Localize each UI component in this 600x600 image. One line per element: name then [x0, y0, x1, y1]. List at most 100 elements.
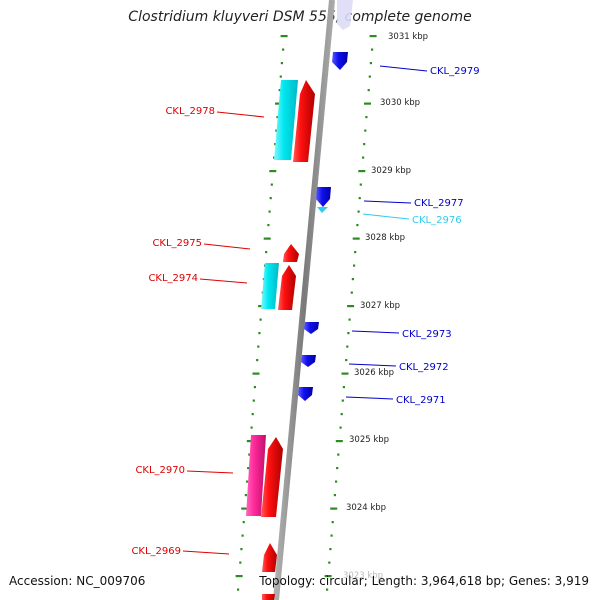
length-value: 3,964,618 bp — [420, 574, 501, 588]
cds-arrow-ckl-2978[interactable] — [293, 80, 315, 162]
cds-arrow-ckl-2971[interactable] — [298, 387, 313, 401]
gene-label-ckl-2977[interactable]: CKL_2977 — [414, 198, 464, 209]
track-dot — [326, 588, 329, 591]
track-dot — [356, 224, 359, 227]
genome-backbone — [273, 0, 335, 600]
track-dot — [348, 318, 351, 321]
track-dot — [358, 197, 361, 200]
track-dot — [331, 521, 334, 524]
track-dot — [335, 480, 338, 483]
track-dot — [330, 534, 333, 537]
label-leaders — [182, 65, 428, 555]
track-dot — [242, 521, 245, 524]
gene-label-ckl-2972[interactable]: CKL_2972 — [399, 362, 449, 373]
track-dot — [347, 332, 350, 335]
cds-arrow-ckl-2979[interactable] — [332, 52, 348, 70]
track-dot — [358, 170, 366, 173]
cds-arrow-ckl-2973[interactable] — [304, 322, 319, 334]
track-dot — [251, 413, 254, 416]
tick-label: 3027 kbp — [360, 301, 400, 311]
track-dot — [345, 359, 348, 362]
track-dot — [257, 345, 260, 348]
track-dot — [274, 143, 277, 146]
cds-arrow-ckl-2978-cyan[interactable] — [274, 80, 298, 160]
cds-arrow-bottom[interactable] — [262, 594, 275, 600]
leader-ckl-2977 — [363, 200, 412, 204]
track-dot — [330, 507, 338, 510]
cds-arrow-ckl-2974[interactable] — [278, 265, 296, 310]
track-dot — [341, 372, 349, 375]
accession-value: NC_009706 — [76, 574, 146, 588]
track-dot — [235, 575, 243, 578]
gene-labels: CKL_2978 CKL_2975 CKL_2974 CKL_2970 CKL_… — [131, 66, 479, 557]
cds-arrow-ckl-2974-cyan[interactable] — [261, 263, 279, 309]
kbp-tick-labels: 3031 kbp 3030 kbp 3029 kbp 3028 kbp 3027… — [343, 32, 428, 581]
track-dot — [246, 440, 254, 443]
track-dot — [359, 183, 362, 186]
track-dot — [346, 345, 349, 348]
track-dot — [258, 332, 261, 335]
cds-arrow-ckl-2975[interactable] — [283, 244, 299, 262]
genes-value: 3,919 — [554, 574, 589, 588]
gene-label-ckl-2969[interactable]: CKL_2969 — [131, 546, 181, 557]
track-dot — [248, 453, 251, 456]
tick-label: 3024 kbp — [346, 503, 386, 513]
track-dot — [278, 89, 281, 92]
genome-stats: Topology: circular; Length: 3,964,618 bp… — [259, 574, 589, 588]
track-dot — [353, 264, 356, 267]
track-dot — [354, 251, 357, 254]
track-dot — [341, 399, 344, 402]
track-dot — [270, 183, 273, 186]
gene-label-ckl-2979[interactable]: CKL_2979 — [430, 66, 480, 77]
cds-arrow-ckl-2977[interactable] — [316, 187, 331, 207]
track-dot — [267, 224, 270, 227]
track-dot — [347, 305, 355, 308]
cds-arrow-ckl-2972[interactable] — [301, 355, 316, 367]
track-dot — [241, 507, 249, 510]
track-dot — [269, 197, 272, 200]
track-dot — [342, 386, 345, 389]
cds-arrow-ckl-2970-pink[interactable] — [246, 435, 266, 516]
leader-ckl-2976 — [362, 213, 410, 220]
tick-label: 3026 kbp — [354, 368, 394, 378]
genes-label: Genes: — [508, 574, 551, 588]
track-dot — [275, 102, 282, 105]
track-dot — [247, 467, 250, 470]
track-dot — [352, 237, 360, 240]
gene-label-ckl-2978[interactable]: CKL_2978 — [165, 106, 215, 117]
track-dot — [328, 561, 331, 564]
gene-label-ckl-2975[interactable]: CKL_2975 — [152, 238, 202, 249]
track-dot — [329, 548, 332, 551]
track-dot — [362, 156, 365, 159]
track-dot — [357, 210, 360, 213]
gene-label-ckl-2973[interactable]: CKL_2973 — [402, 329, 452, 340]
track-dot — [371, 48, 374, 51]
track-dot — [336, 467, 339, 470]
gene-label-ckl-2976[interactable]: CKL_2976 — [412, 215, 462, 226]
track-dot — [364, 102, 371, 105]
track-dot — [237, 588, 240, 591]
cds-arrow-ckl-2969[interactable] — [262, 543, 277, 572]
track-dot — [265, 251, 268, 254]
top-marker — [337, 0, 353, 30]
gene-label-ckl-2971[interactable]: CKL_2971 — [396, 395, 446, 406]
gene-label-ckl-2974[interactable]: CKL_2974 — [148, 273, 198, 284]
track-dot — [250, 426, 253, 429]
track-dot — [351, 278, 354, 281]
gene-label-ckl-2970[interactable]: CKL_2970 — [135, 465, 185, 476]
track-dot — [280, 62, 283, 65]
leader-ckl-2975 — [203, 243, 251, 250]
track-dot — [241, 534, 244, 537]
leader-ckl-2978 — [216, 111, 265, 118]
reverse-features — [298, 52, 348, 401]
track-dot — [350, 291, 353, 294]
inner-dotted-track — [324, 35, 377, 591]
page-title: Clostridium kluyveri DSM 555, complete g… — [128, 9, 472, 25]
track-dot — [273, 156, 276, 159]
cds-arrow-ckl-2970[interactable] — [261, 437, 283, 517]
topology-label: Topology: — [259, 574, 316, 588]
cds-arrow-ckl-2976[interactable] — [317, 207, 328, 213]
track-dot — [269, 170, 277, 173]
tick-label: 3028 kbp — [365, 233, 405, 243]
